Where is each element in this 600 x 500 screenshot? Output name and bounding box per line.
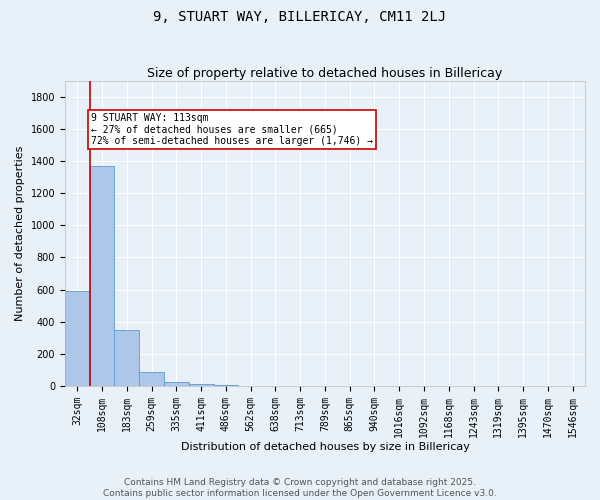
Title: Size of property relative to detached houses in Billericay: Size of property relative to detached ho… [148,66,503,80]
Bar [139,372,164,386]
Bar [214,385,238,386]
Text: 9 STUART WAY: 113sqm
← 27% of detached houses are smaller (665)
72% of semi-deta: 9 STUART WAY: 113sqm ← 27% of detached h… [91,113,373,146]
Bar [189,384,214,386]
X-axis label: Distribution of detached houses by size in Billericay: Distribution of detached houses by size … [181,442,469,452]
Text: 9, STUART WAY, BILLERICAY, CM11 2LJ: 9, STUART WAY, BILLERICAY, CM11 2LJ [154,10,446,24]
Bar [65,292,89,386]
Bar [115,330,139,386]
Bar [89,166,115,386]
Bar [164,382,189,386]
Text: Contains HM Land Registry data © Crown copyright and database right 2025.
Contai: Contains HM Land Registry data © Crown c… [103,478,497,498]
Y-axis label: Number of detached properties: Number of detached properties [15,146,25,321]
